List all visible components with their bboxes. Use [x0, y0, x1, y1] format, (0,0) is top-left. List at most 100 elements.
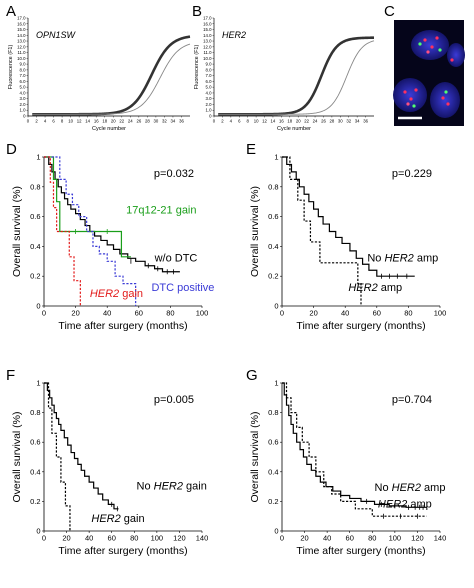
- x-tick-label: 8: [246, 119, 249, 124]
- x-tick-label: 26: [136, 119, 141, 124]
- x-tick-label: 30: [338, 119, 343, 124]
- y-tick-label: 15.0: [203, 27, 212, 32]
- x-tick-label: 26: [321, 119, 326, 124]
- x-tick-label: 30: [154, 119, 159, 124]
- y-tick-label: 12.0: [17, 44, 26, 49]
- series-label-2: 17q12-21 gain: [126, 205, 196, 217]
- survival-curve-2: [282, 382, 427, 517]
- y-tick-label: 7.0: [20, 73, 27, 78]
- x-tick-label: 120: [173, 534, 186, 543]
- x-tick-label: 22: [304, 119, 309, 124]
- y-tick-label: 17.0: [17, 16, 26, 21]
- y-tick-label: 10.0: [17, 56, 26, 61]
- y-tick-label: 0: [274, 302, 278, 311]
- y-tick-label: 0.8: [268, 182, 278, 191]
- label-part-gene: HER2: [392, 482, 421, 494]
- label-part: amp: [378, 282, 402, 294]
- fish-spot: [406, 102, 410, 106]
- survival-curve-2: [44, 382, 71, 531]
- fish-spot: [414, 88, 418, 92]
- nucleus: [411, 30, 449, 60]
- x-tick-label: 20: [296, 119, 301, 124]
- x-tick-label: 36: [179, 119, 184, 124]
- x-tick-label: 60: [373, 309, 381, 318]
- panel-label-c: C: [384, 3, 395, 20]
- y-axis-label: Fluorescence (F1): [8, 45, 14, 90]
- y-tick-label: 14.0: [203, 33, 212, 38]
- y-tick-label: 3.0: [206, 96, 213, 101]
- fish-spot: [441, 96, 445, 100]
- x-tick-label: 60: [346, 534, 354, 543]
- x-tick-label: 100: [196, 309, 209, 318]
- series-label-2: HER2 gain: [91, 513, 144, 525]
- y-axis-label: Fluorescence (F1): [194, 45, 200, 90]
- x-tick-label: 4: [230, 119, 233, 124]
- panel-label-e: E: [246, 141, 256, 158]
- label-part-gene: HER2: [378, 498, 407, 510]
- label-part-gene: HER2: [384, 252, 413, 264]
- label-part-gene: HER2: [348, 282, 377, 294]
- y-tick-label: 10.0: [203, 56, 212, 61]
- x-tick-label: 10: [254, 119, 259, 124]
- x-tick-label: 20: [62, 534, 70, 543]
- x-tick-label: 80: [166, 309, 174, 318]
- x-tick-label: 24: [313, 119, 318, 124]
- fish-spot: [418, 42, 422, 46]
- y-tick-label: 13.0: [203, 39, 212, 44]
- label-part: No: [137, 481, 154, 493]
- y-tick-label: 0.6: [268, 212, 278, 221]
- y-tick-label: 5.0: [206, 85, 213, 90]
- p-value: p=0.005: [154, 394, 194, 406]
- y-tick-label: 13.0: [17, 39, 26, 44]
- y-tick-label: 0: [274, 527, 278, 536]
- x-tick-label: 40: [323, 534, 331, 543]
- nucleus: [430, 82, 460, 118]
- x-tick-label: 8: [61, 119, 64, 124]
- x-tick-label: 60: [135, 309, 143, 318]
- x-tick-label: 140: [196, 534, 209, 543]
- x-tick-label: 100: [434, 309, 447, 318]
- panel-b: BHER201.02.03.04.05.06.07.08.09.010.011.…: [192, 3, 375, 132]
- x-tick-label: 4: [44, 119, 47, 124]
- y-tick-label: 2.0: [206, 102, 213, 107]
- x-tick-label: 28: [330, 119, 335, 124]
- y-tick-label: 11.0: [17, 50, 26, 55]
- x-axis-label: Time after surgery (months): [58, 545, 187, 557]
- p-value: p=0.032: [154, 168, 194, 180]
- survival-curve-4: [44, 156, 81, 306]
- panel-label-f: F: [6, 367, 15, 384]
- x-axis-label: Time after surgery (months): [296, 320, 425, 332]
- x-tick-label: 24: [128, 119, 133, 124]
- y-tick-label: 9.0: [206, 62, 213, 67]
- label-part: gain: [121, 513, 145, 525]
- y-tick-label: 0.4: [30, 467, 40, 476]
- x-tick-label: 28: [145, 119, 150, 124]
- x-tick-label: 120: [411, 534, 424, 543]
- y-tick-label: 1.0: [206, 108, 213, 113]
- y-tick-label: 0.6: [268, 438, 278, 447]
- x-tick-label: 40: [85, 534, 93, 543]
- series-label-2: HER2 amp: [378, 498, 432, 510]
- x-tick-label: 0: [280, 534, 284, 543]
- y-tick-label: 1: [36, 153, 40, 162]
- panel-g: G 0 0.2 0.4 0.6 0.8 1 0 20 40 60 80 100 120 140 Time af…: [246, 367, 446, 557]
- y-tick-label: 0.4: [268, 242, 278, 251]
- x-tick-label: 34: [355, 119, 360, 124]
- y-tick-label: 1.0: [20, 108, 27, 113]
- y-tick-label: 12.0: [203, 44, 212, 49]
- survival-curve-3: [44, 156, 137, 306]
- fish-spot: [423, 38, 427, 42]
- x-tick-label: 12: [77, 119, 82, 124]
- y-tick-label: 0.2: [268, 497, 278, 506]
- x-tick-label: 14: [271, 119, 276, 124]
- label-part-gene: HER2: [91, 513, 120, 525]
- y-tick-label: 0.8: [30, 182, 40, 191]
- panel-label-a: A: [6, 3, 16, 20]
- y-tick-label: 6.0: [206, 79, 213, 84]
- series-label-4: HER2 gain: [90, 288, 143, 300]
- survival-curve-1: [44, 382, 119, 510]
- fish-spot: [450, 58, 454, 62]
- y-axis-label: Overall survival (%): [249, 186, 261, 277]
- label-part: amp: [407, 498, 431, 510]
